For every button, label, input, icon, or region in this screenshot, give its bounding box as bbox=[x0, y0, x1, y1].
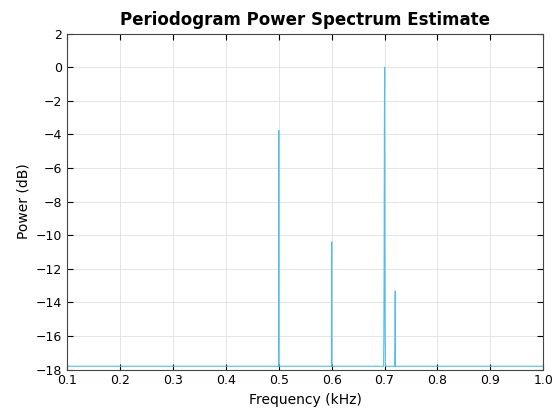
Y-axis label: Power (dB): Power (dB) bbox=[16, 164, 30, 239]
X-axis label: Frequency (kHz): Frequency (kHz) bbox=[249, 393, 362, 407]
Title: Periodogram Power Spectrum Estimate: Periodogram Power Spectrum Estimate bbox=[120, 11, 490, 29]
